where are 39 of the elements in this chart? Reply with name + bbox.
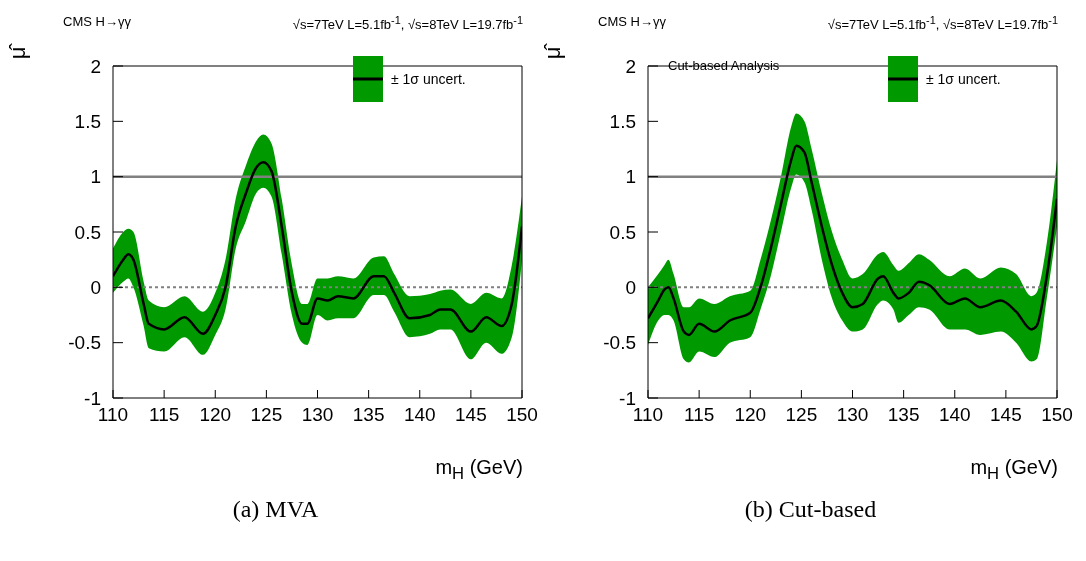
y-tick-label: 0 bbox=[90, 277, 101, 299]
y-tick-label: 2 bbox=[90, 55, 101, 77]
x-tick-label: 145 bbox=[455, 404, 487, 426]
y-tick-label: 1.5 bbox=[74, 111, 101, 133]
x-tick-label: 135 bbox=[352, 404, 385, 426]
x-tick-label: 130 bbox=[836, 404, 869, 426]
y-tick-label: 1.5 bbox=[609, 111, 636, 133]
chart-subtitle: √s=7TeV L=5.1fb$^{-1}$, √s=8TeV L=19.7fb$^{-1}$ bbox=[292, 14, 523, 33]
x-axis-title: m$_{H}$ (GeV) bbox=[970, 456, 1058, 484]
x-tick-label: 115 bbox=[148, 404, 180, 426]
text: (a) MVA bbox=[231, 496, 320, 523]
x-axis-title: m$_{H}$ (GeV) bbox=[435, 456, 523, 484]
y-tick-label: 0 bbox=[625, 277, 636, 299]
chart-title: CMS H→γγ bbox=[63, 14, 131, 29]
x-tick-label: 150 bbox=[1041, 404, 1073, 426]
x-tick-label: 120 bbox=[734, 404, 767, 426]
x-tick-label: 125 bbox=[785, 404, 818, 426]
x-tick-label: 145 bbox=[990, 404, 1022, 426]
text: (b) Cut-based bbox=[743, 496, 878, 523]
chart-subtitle: √s=7TeV L=5.1fb$^{-1}$, √s=8TeV L=19.7fb$^{-1}$ bbox=[827, 14, 1058, 33]
legend-label: ± 1σ uncert. bbox=[926, 71, 1001, 87]
x-tick-label: 150 bbox=[506, 404, 538, 426]
y-tick-label: 1 bbox=[90, 166, 101, 188]
x-tick-label: 140 bbox=[403, 404, 436, 426]
x-tick-label: 130 bbox=[301, 404, 334, 426]
y-tick-label: 2 bbox=[625, 55, 636, 77]
legend-label: ± 1σ uncert. bbox=[391, 71, 466, 87]
y-tick-label: -0.5 bbox=[603, 332, 636, 354]
x-tick-label: 120 bbox=[199, 404, 232, 426]
y-tick-label: 0.5 bbox=[74, 221, 101, 243]
annotation: Cut-based Analysis bbox=[668, 58, 780, 73]
x-tick-label: 135 bbox=[887, 404, 920, 426]
x-tick-label: 115 bbox=[683, 404, 715, 426]
y-tick-label: 1 bbox=[625, 166, 636, 188]
x-tick-label: 125 bbox=[250, 404, 283, 426]
chart-title: CMS H→γγ bbox=[598, 14, 666, 29]
y-tick-label: -0.5 bbox=[68, 332, 101, 354]
x-tick-label: 140 bbox=[938, 404, 971, 426]
y-tick-label: 0.5 bbox=[609, 221, 636, 243]
